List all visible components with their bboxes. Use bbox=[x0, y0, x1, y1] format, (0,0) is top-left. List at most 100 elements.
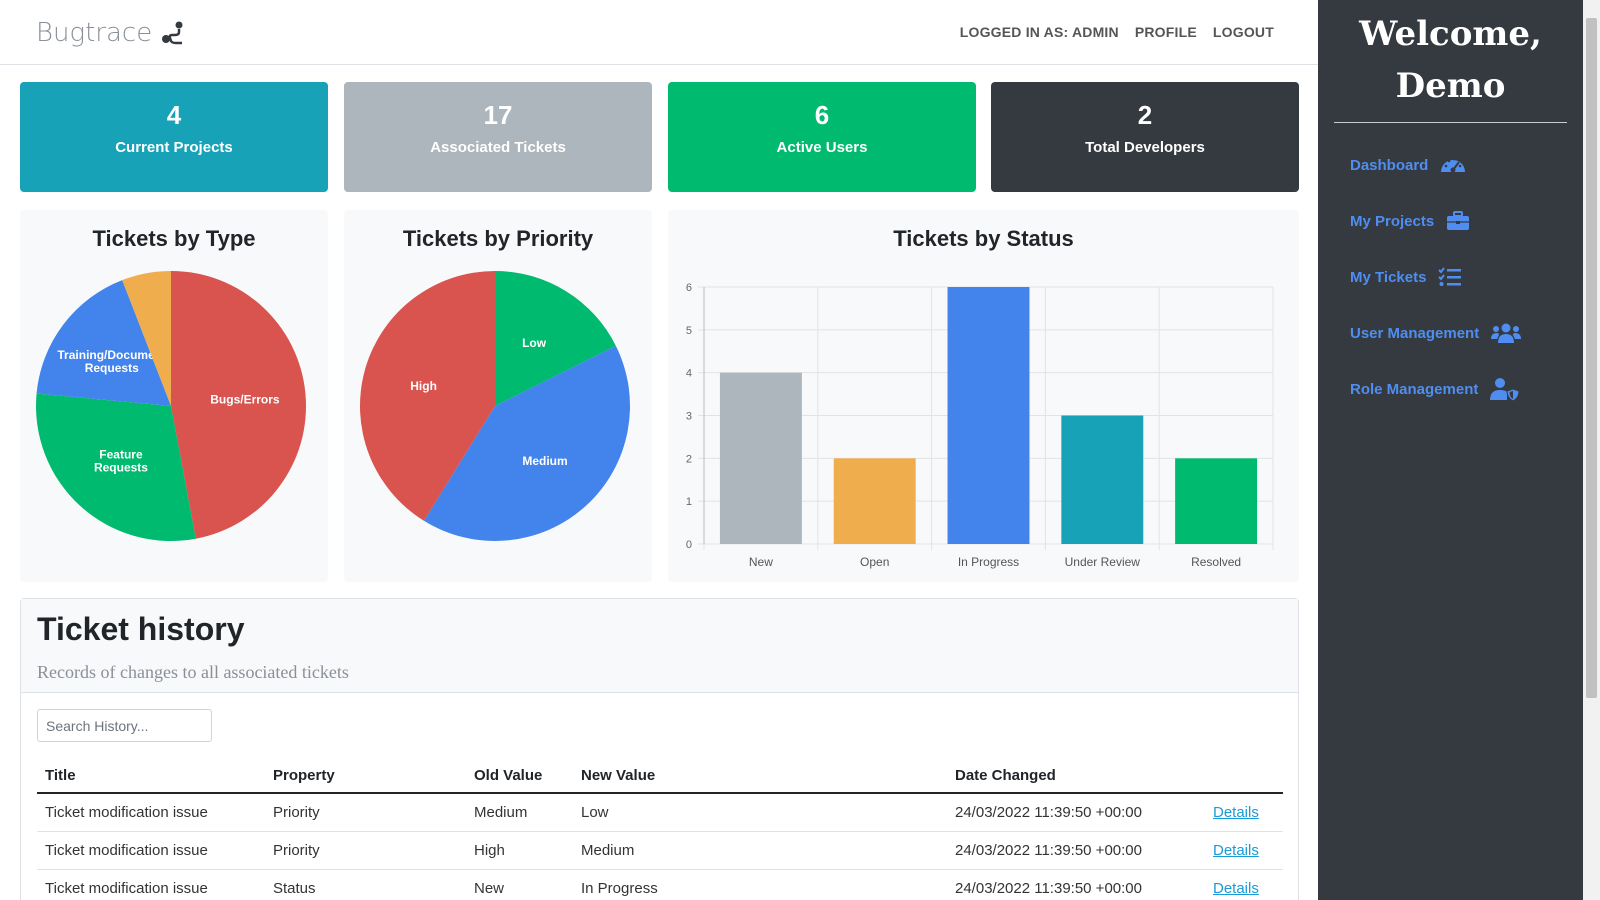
cell-title: Ticket modification issue bbox=[37, 793, 265, 832]
cell-new-value: In Progress bbox=[573, 869, 947, 900]
stat-value: 2 bbox=[1137, 100, 1153, 130]
col-title[interactable]: Title bbox=[37, 763, 265, 794]
x-tick-label: New bbox=[749, 555, 773, 569]
table-header-row: Title Property Old Value New Value Date … bbox=[37, 763, 1283, 794]
sidebar-item-my-projects[interactable]: My Projects bbox=[1318, 193, 1583, 249]
details-link[interactable]: Details bbox=[1213, 841, 1259, 859]
stat-label: Total Developers bbox=[1085, 139, 1205, 156]
history-subtitle: Records of changes to all associated tic… bbox=[37, 662, 349, 682]
x-tick-label: Resolved bbox=[1191, 555, 1241, 569]
details-link[interactable]: Details bbox=[1213, 803, 1259, 821]
cell-old-value: New bbox=[466, 869, 573, 900]
stat-value: 6 bbox=[814, 100, 830, 130]
sidebar-item-label: User Management bbox=[1350, 324, 1480, 342]
stat-value: 4 bbox=[166, 100, 182, 130]
chart-title: Tickets by Status bbox=[893, 226, 1074, 251]
ticket-history-panel: Ticket history Records of changes to all… bbox=[20, 598, 1299, 900]
scrollbar-thumb[interactable] bbox=[1586, 18, 1597, 698]
bar-chart-status: 0 1 2 3 4 5 6 New Open In Progress Under Review Res… bbox=[686, 282, 1274, 569]
dashboard-gauge-icon bbox=[1441, 157, 1466, 173]
stat-card-projects: 4 Current Projects bbox=[20, 82, 328, 192]
brand-logo[interactable]: Bugtrace bbox=[36, 18, 186, 48]
pie-chart-priority: Low Medium High bbox=[360, 271, 630, 541]
pie-slice[interactable] bbox=[36, 280, 172, 406]
pie-slice[interactable] bbox=[122, 271, 171, 406]
pie-slice[interactable] bbox=[495, 271, 616, 406]
stat-label: Current Projects bbox=[115, 139, 233, 156]
logout-link[interactable]: LOGOUT bbox=[1212, 24, 1274, 40]
y-tick-label: 5 bbox=[686, 325, 692, 337]
profile-link[interactable]: PROFILE bbox=[1134, 24, 1197, 40]
y-tick-label: 0 bbox=[686, 539, 692, 551]
bar[interactable] bbox=[1175, 458, 1258, 544]
pie-slice-label: Bugs/Errors bbox=[210, 392, 280, 406]
sidebar-item-label: My Projects bbox=[1350, 212, 1435, 230]
x-tick-label: In Progress bbox=[958, 555, 1019, 569]
x-tick-label: Under Review bbox=[1065, 555, 1141, 569]
cell-new-value: Medium bbox=[573, 831, 947, 870]
users-icon bbox=[1491, 323, 1522, 343]
col-old-value[interactable]: Old Value bbox=[466, 763, 573, 794]
cell-old-value: Medium bbox=[466, 793, 573, 832]
y-tick-label: 6 bbox=[686, 282, 692, 294]
stat-card-tickets: 17 Associated Tickets bbox=[344, 82, 652, 192]
brand-name: Bugtrace bbox=[36, 18, 153, 48]
sidebar-item-user-management[interactable]: User Management bbox=[1318, 305, 1583, 361]
chart-title: Tickets by Type bbox=[92, 226, 256, 251]
pie-slice[interactable] bbox=[171, 271, 306, 539]
sidebar-item-label: My Tickets bbox=[1350, 268, 1427, 286]
page-scrollbar[interactable] bbox=[1583, 0, 1600, 900]
sidebar-item-role-management[interactable]: Role Management bbox=[1318, 361, 1583, 417]
col-actions bbox=[1205, 763, 1283, 794]
briefcase-icon bbox=[1447, 211, 1470, 230]
user-shield-icon bbox=[1490, 378, 1520, 401]
bug-route-icon bbox=[162, 21, 183, 45]
ticket-history-header: Ticket history Records of changes to all… bbox=[21, 599, 1298, 693]
stat-card-developers: 2 Total Developers bbox=[991, 82, 1299, 192]
pie-slice[interactable] bbox=[423, 345, 630, 541]
cell-property: Priority bbox=[265, 831, 466, 870]
y-tick-label: 1 bbox=[686, 496, 692, 508]
cell-title: Ticket modification issue bbox=[37, 831, 265, 870]
bar[interactable] bbox=[719, 372, 802, 544]
pie-slice-label: Low bbox=[522, 336, 547, 350]
welcome-line: Welcome, bbox=[1359, 14, 1542, 54]
table-row: Ticket modification issue Priority Mediu… bbox=[37, 793, 1283, 832]
stat-label: Associated Tickets bbox=[430, 139, 566, 156]
pie-slice[interactable] bbox=[35, 393, 196, 541]
sidebar: Welcome, Demo Dashboard My Projects bbox=[1318, 0, 1583, 900]
col-new-value[interactable]: New Value bbox=[573, 763, 947, 794]
chart-panel-priority: Tickets by Priority Low Medium High bbox=[344, 210, 652, 582]
cell-date: 24/03/2022 11:39:50 +00:00 bbox=[947, 831, 1205, 870]
col-property[interactable]: Property bbox=[265, 763, 466, 794]
stat-card-users: 6 Active Users bbox=[668, 82, 976, 192]
search-history-input[interactable] bbox=[37, 709, 212, 742]
sidebar-item-my-tickets[interactable]: My Tickets bbox=[1318, 249, 1583, 305]
y-tick-label: 4 bbox=[686, 368, 692, 380]
stat-label: Active Users bbox=[776, 139, 868, 156]
welcome-name: Demo bbox=[1395, 66, 1506, 106]
bar[interactable] bbox=[833, 458, 916, 544]
welcome-heading: Welcome, Demo bbox=[1318, 0, 1583, 112]
pie-slice-label: High bbox=[410, 379, 437, 393]
pie-slice[interactable] bbox=[360, 271, 495, 521]
table-row: Ticket modification issue Status New In … bbox=[37, 869, 1283, 900]
pie-slice-label: Training/Document Requests bbox=[57, 348, 166, 375]
details-link[interactable]: Details bbox=[1213, 879, 1259, 897]
chart-panel-status: Tickets by Status 0 1 2 3 4 5 6 New Open In Progr… bbox=[668, 210, 1299, 582]
sidebar-divider bbox=[1334, 122, 1567, 123]
cell-date: 24/03/2022 11:39:50 +00:00 bbox=[947, 793, 1205, 832]
top-navbar: Bugtrace LOGGED IN AS: ADMIN PROFILE LOG… bbox=[0, 0, 1318, 65]
col-date-changed[interactable]: Date Changed bbox=[947, 763, 1205, 794]
table-row: Ticket modification issue Priority High … bbox=[37, 831, 1283, 870]
sidebar-item-dashboard[interactable]: Dashboard bbox=[1318, 137, 1583, 193]
cell-property: Priority bbox=[265, 793, 466, 832]
bar[interactable] bbox=[947, 287, 1030, 544]
chart-title: Tickets by Priority bbox=[402, 226, 594, 251]
y-tick-label: 2 bbox=[686, 453, 692, 465]
cell-property: Status bbox=[265, 869, 466, 900]
cell-old-value: High bbox=[466, 831, 573, 870]
bar[interactable] bbox=[1061, 415, 1144, 545]
sidebar-item-label: Role Management bbox=[1350, 380, 1479, 398]
sidebar-item-label: Dashboard bbox=[1350, 156, 1429, 174]
